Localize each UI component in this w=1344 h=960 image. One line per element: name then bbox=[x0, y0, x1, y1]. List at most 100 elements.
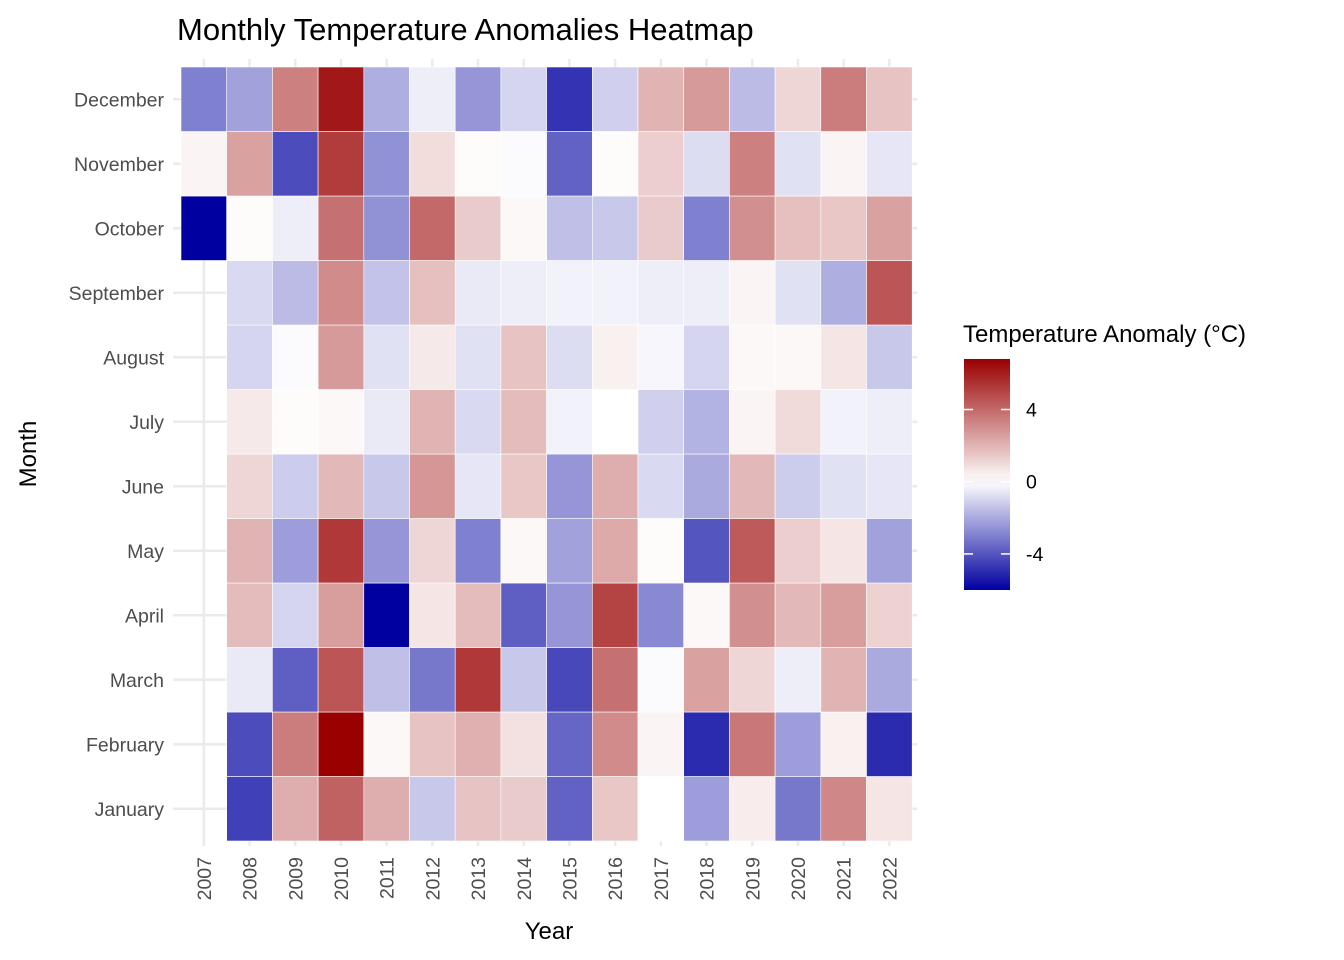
heatmap-cell-april-2016 bbox=[591, 582, 639, 648]
heatmap-cell-february-2016 bbox=[591, 711, 639, 777]
y-tick-label-june: June bbox=[122, 476, 164, 498]
heatmap-cell-june-2018 bbox=[683, 453, 730, 519]
y-tick-label-september: September bbox=[69, 283, 165, 305]
heatmap-cell-june-2016 bbox=[591, 453, 639, 519]
heatmap-cell-august-2019 bbox=[729, 324, 776, 390]
heatmap-cell-august-2009 bbox=[272, 324, 319, 390]
heatmap-cell-october-2021 bbox=[820, 195, 867, 261]
heatmap-cell-september-2018 bbox=[683, 260, 730, 326]
heatmap-cell-april-2008 bbox=[226, 582, 273, 648]
heatmap-cell-february-2017 bbox=[637, 711, 685, 777]
heatmap-cell-april-2012 bbox=[409, 582, 456, 648]
heatmap-cell-april-2017 bbox=[637, 582, 685, 648]
heatmap-cell-august-2020 bbox=[774, 324, 822, 390]
heatmap-cell-october-2018 bbox=[683, 195, 730, 261]
legend-tick-label: -4 bbox=[1026, 544, 1043, 566]
heatmap-cell-january-2012 bbox=[409, 776, 456, 842]
heatmap-cell-august-2021 bbox=[820, 324, 867, 390]
x-axis-ticks: 2007 2008 2009 2010 2011 2012 2013 2014 2015 2016… bbox=[194, 857, 901, 901]
heatmap-cell-february-2012 bbox=[409, 711, 456, 777]
heatmap-cell-january-2011 bbox=[363, 776, 410, 842]
heatmap-cell-march-2014 bbox=[500, 647, 547, 713]
x-tick-label-2019: 2019 bbox=[742, 857, 764, 900]
y-tick-label-august: August bbox=[103, 347, 164, 369]
heatmap-cell-january-2014 bbox=[500, 776, 547, 842]
y-tick-label-january: January bbox=[95, 799, 165, 821]
heatmap-cell-july-2016 bbox=[591, 389, 639, 455]
heatmap-cell-december-2012 bbox=[409, 66, 456, 132]
heatmap-cell-august-2018 bbox=[683, 324, 730, 390]
heatmap-cell-november-2014 bbox=[500, 131, 547, 197]
heatmap-cell-september-2014 bbox=[500, 260, 547, 326]
heatmap-cell-december-2007 bbox=[180, 66, 228, 132]
heatmap-cell-november-2010 bbox=[317, 131, 365, 197]
heatmap-cell-september-2008 bbox=[226, 260, 273, 326]
heatmap-cell-april-2015 bbox=[546, 582, 593, 648]
x-tick-label-2022: 2022 bbox=[879, 857, 901, 900]
heatmap-cell-february-2020 bbox=[774, 711, 822, 777]
heatmap-cell-september-2017 bbox=[637, 260, 685, 326]
heatmap-cell-january-2021 bbox=[820, 776, 867, 842]
heatmap-cell-august-2012 bbox=[409, 324, 456, 390]
heatmap-cell-july-2014 bbox=[500, 389, 547, 455]
heatmap-cell-may-2022 bbox=[866, 518, 913, 584]
heatmap-cell-june-2015 bbox=[546, 453, 593, 519]
legend-ticks: 4 0 -4 bbox=[964, 400, 1043, 566]
heatmap-cell-september-2013 bbox=[454, 260, 502, 326]
heatmap-cell-june-2013 bbox=[454, 453, 502, 519]
x-tick-label-2016: 2016 bbox=[605, 857, 627, 900]
heatmap-cell-august-2022 bbox=[866, 324, 913, 390]
y-tick-label-february: February bbox=[86, 734, 164, 756]
heatmap-cell-april-2019 bbox=[729, 582, 776, 648]
heatmap-cell-march-2016 bbox=[591, 647, 639, 713]
heatmap-cell-october-2017 bbox=[637, 195, 685, 261]
heatmap-cell-october-2008 bbox=[226, 195, 273, 261]
heatmap-cell-august-2015 bbox=[546, 324, 593, 390]
heatmap-cell-may-2009 bbox=[272, 518, 319, 584]
y-tick-label-may: May bbox=[127, 541, 164, 563]
heatmap-cell-april-2011 bbox=[363, 582, 410, 648]
heatmap-cell-december-2017 bbox=[637, 66, 685, 132]
heatmap-cell-may-2019 bbox=[729, 518, 776, 584]
heatmap-cell-june-2010 bbox=[317, 453, 365, 519]
heatmap-cell-october-2016 bbox=[591, 195, 639, 261]
heatmap-cell-june-2019 bbox=[729, 453, 776, 519]
heatmap-cell-february-2008 bbox=[226, 711, 273, 777]
heatmap-cell-july-2008 bbox=[226, 389, 273, 455]
heatmap-cell-november-2016 bbox=[591, 131, 639, 197]
heatmap-cell-april-2010 bbox=[317, 582, 365, 648]
heatmap-cell-april-2022 bbox=[866, 582, 913, 648]
chart-title: Monthly Temperature Anomalies Heatmap bbox=[177, 12, 754, 47]
heatmap-cell-august-2010 bbox=[317, 324, 365, 390]
heatmap-cell-july-2011 bbox=[363, 389, 410, 455]
heatmap-cell-december-2022 bbox=[866, 66, 913, 132]
heatmap-cell-march-2010 bbox=[317, 647, 365, 713]
heatmap-cell-june-2008 bbox=[226, 453, 273, 519]
heatmap-cell-march-2018 bbox=[683, 647, 730, 713]
heatmap-cell-november-2017 bbox=[637, 131, 685, 197]
heatmap-cell-july-2018 bbox=[683, 389, 730, 455]
heatmap-cell-november-2013 bbox=[454, 131, 502, 197]
heatmap-cell-october-2019 bbox=[729, 195, 776, 261]
heatmap-cell-october-2020 bbox=[774, 195, 822, 261]
heatmap-cell-november-2009 bbox=[272, 131, 319, 197]
heatmap-cell-november-2022 bbox=[866, 131, 913, 197]
y-tick-label-november: November bbox=[74, 154, 164, 176]
heatmap-cell-march-2022 bbox=[866, 647, 913, 713]
heatmap-cell-december-2008 bbox=[226, 66, 273, 132]
heatmap-cell-february-2014 bbox=[500, 711, 547, 777]
heatmap-cell-october-2022 bbox=[866, 195, 913, 261]
heatmap-cell-august-2014 bbox=[500, 324, 547, 390]
heatmap-cell-january-2022 bbox=[866, 776, 913, 842]
heatmap-cell-may-2008 bbox=[226, 518, 273, 584]
heatmap-cell-june-2021 bbox=[820, 453, 867, 519]
heatmap-cell-december-2021 bbox=[820, 66, 867, 132]
x-tick-label-2017: 2017 bbox=[651, 857, 673, 900]
heatmap-cell-february-2015 bbox=[546, 711, 593, 777]
heatmap-cell-march-2009 bbox=[272, 647, 319, 713]
heatmap-cell-march-2011 bbox=[363, 647, 410, 713]
y-tick-label-october: October bbox=[95, 218, 165, 240]
heatmap-cell-december-2020 bbox=[774, 66, 822, 132]
x-tick-label-2007: 2007 bbox=[194, 857, 216, 900]
heatmap-cell-march-2015 bbox=[546, 647, 593, 713]
